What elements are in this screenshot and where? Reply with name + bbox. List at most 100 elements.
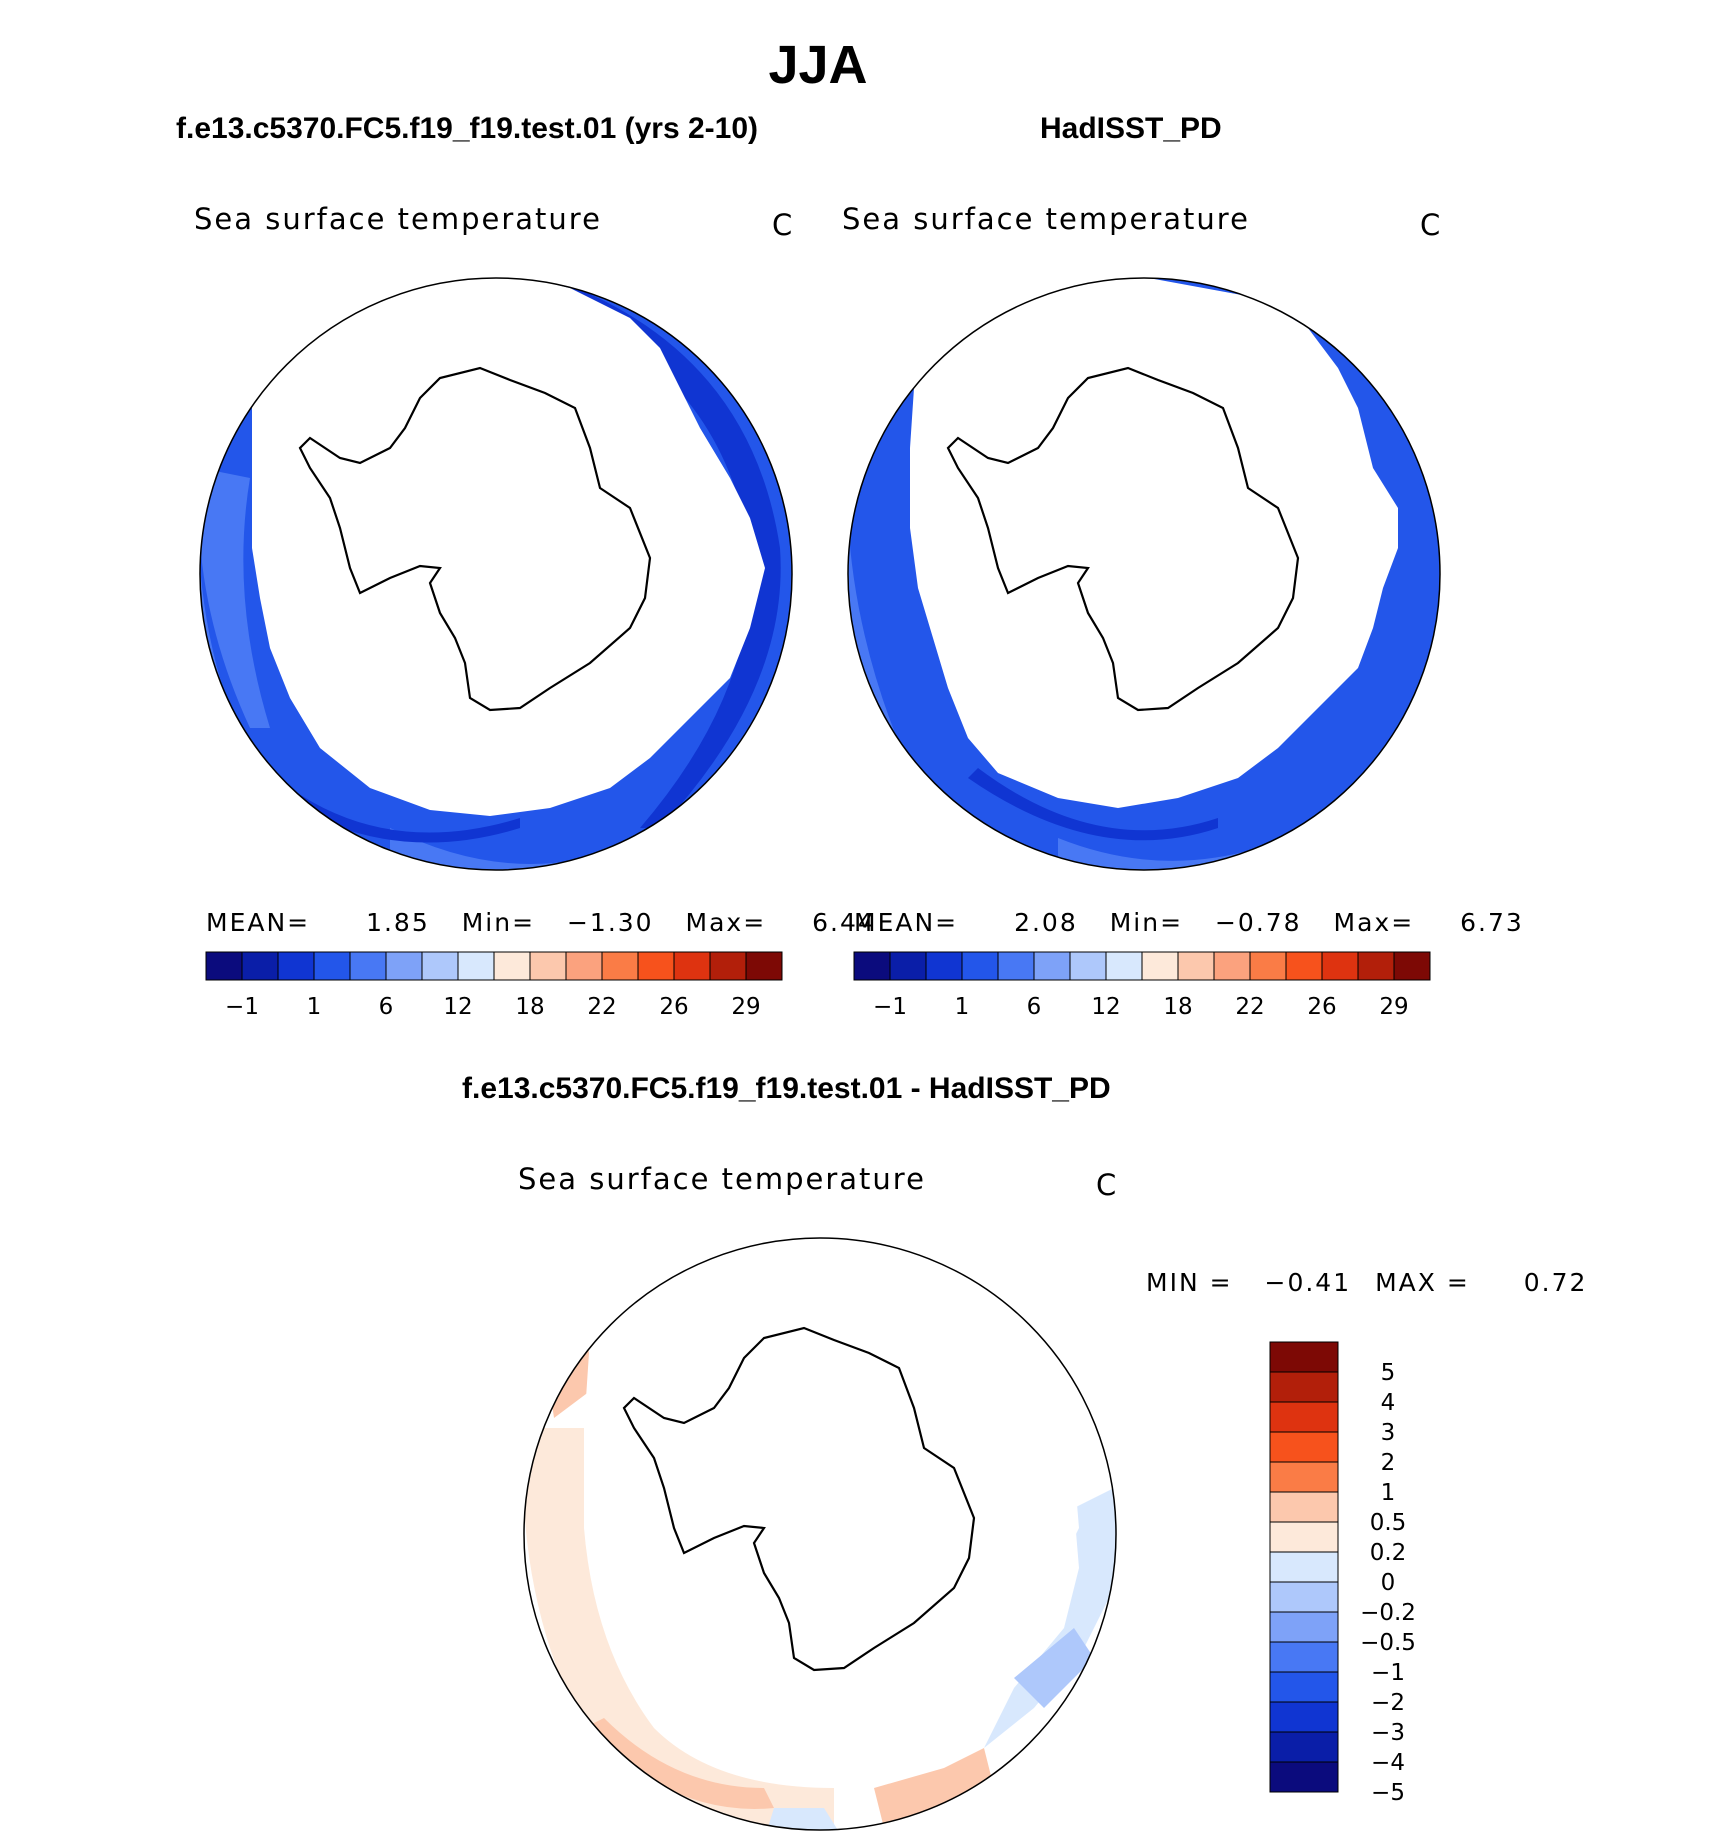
colorbar-swatch [1213,951,1251,981]
colorbar-swatch [925,951,963,981]
colorbar-tick-label: −2 [1371,1690,1405,1716]
colorbar-tick-label: 1 [1381,1480,1396,1506]
colorbar-tick-label: 6 [379,994,394,1020]
colorbar-tick-label: 4 [1381,1390,1396,1416]
colorbar-swatch [1269,1461,1339,1493]
colorbar-tick-label: 1 [307,994,322,1020]
mean-value: 1.85 [366,908,430,937]
sea-ice-mask [252,278,765,816]
ocean-cold-band [280,788,520,843]
colorbar-tick-label: 29 [731,994,760,1020]
colorbar-swatch [1269,1641,1339,1673]
colorbar-swatch [205,951,243,981]
colorbar-tick-label: 22 [1235,994,1264,1020]
colorbar-swatch [493,951,531,981]
map-border [199,277,793,871]
colorbar-swatch [1269,1731,1339,1763]
colorbar-swatch [1285,951,1323,981]
colorbar-tick-label: −1 [225,994,259,1020]
antarctica-coastline [298,366,652,712]
colorbar-tick-label: 2 [1381,1450,1396,1476]
max-value: 6.73 [1460,908,1524,937]
variable-label-obs: Sea surface temperature [842,202,1250,236]
colorbar-swatch [1269,1761,1339,1793]
mean-label: MEAN= [854,908,959,937]
ocean-cold-band [550,278,781,828]
colorbar-swatch [1269,1581,1339,1613]
min-value: −1.30 [566,908,654,937]
min-label: Min= [461,908,536,937]
colorbar-swatch [1105,951,1143,981]
colorbar-swatch [853,951,891,981]
colorbar-tick-label: −4 [1371,1750,1405,1776]
antarctica-coastline [622,1326,976,1672]
colorbar-swatch [1393,951,1431,981]
panel-title-obs: HadISST_PD [1040,112,1222,145]
colorbar-swatch [1141,951,1179,981]
polar-map-model [199,277,793,871]
colorbar-swatch [385,951,423,981]
colorbar-tick-label: 22 [587,994,616,1020]
colorbar-tick-label: 5 [1381,1360,1396,1386]
season-title: JJA [768,35,868,95]
colorbar-swatch [1069,951,1107,981]
colorbar-tick-label: 12 [1091,994,1120,1020]
ocean-cold-band [968,768,1218,841]
colorbar-swatch [961,951,999,981]
colorbar-swatch [1269,1551,1339,1583]
colorbar-swatch [997,951,1035,981]
colorbar-obs: −1 1 6 12 18 22 26 29 [853,951,1431,1020]
max-label: Max= [685,908,767,937]
sea-ice-mask [586,1238,1079,1758]
colorbar-swatch [1269,1371,1339,1403]
stats-model: MEAN= 1.85 Min= −1.30 Max= 6.44 [206,908,876,937]
colorbar-tick-label: 18 [515,994,544,1020]
colorbar-swatch [1269,1701,1339,1733]
polar-map-diff [523,1237,1117,1831]
colorbar-swatch [277,951,315,981]
map-border [523,1237,1117,1831]
colorbar-tick-label: 29 [1379,994,1408,1020]
stats-diff: MIN = −0.41 MAX = 0.72 [1146,1268,1587,1297]
polar-map-obs [847,277,1441,871]
colorbar-swatch [1033,951,1071,981]
diff-negative-region [764,1808,844,1830]
min-value: −0.78 [1214,908,1302,937]
mean-label: MEAN= [206,908,311,937]
colorbar-swatch [1269,1521,1339,1553]
sea-ice-mask [910,278,1398,808]
colorbar-tick-label: −1 [1371,1660,1405,1686]
diff-positive-region [874,1748,994,1828]
colorbar-tick-label: 1 [955,994,970,1020]
diff-negative-region [1014,1628,1094,1708]
colorbar-swatch [1269,1401,1339,1433]
colorbar-tick-label: 6 [1027,994,1042,1020]
colorbar-tick-label: −0.5 [1360,1630,1416,1656]
variable-label-diff: Sea surface temperature [518,1162,926,1196]
units-label-diff: C [1096,1168,1119,1202]
min-label: MIN = [1146,1268,1233,1297]
colorbar-diff: 5 4 3 2 1 0.5 0.2 0 −0.2 −0.5 −1 −2 −3 −4 −5 [1269,1341,1416,1806]
colorbar-swatch [1357,951,1395,981]
max-value: 6.44 [812,908,876,937]
colorbar-tick-label: 0 [1381,1570,1396,1596]
colorbar-swatch [1249,951,1287,981]
colorbar-tick-label: 26 [659,994,688,1020]
colorbar-swatch [709,951,747,981]
max-label: MAX = [1375,1268,1470,1297]
colorbar-swatch [601,951,639,981]
colorbar-swatch [1177,951,1215,981]
min-label: Min= [1109,908,1184,937]
colorbar-swatch [1269,1341,1339,1373]
colorbar-swatch [889,951,927,981]
colorbar-swatch [313,951,351,981]
colorbar-tick-label: 26 [1307,994,1336,1020]
ocean-warm-band [200,468,270,728]
map-border [847,277,1441,871]
colorbar-swatch [637,951,675,981]
colorbar-model: −1 1 6 12 18 22 26 29 [205,951,783,1020]
colorbar-tick-label: 0.5 [1370,1510,1407,1536]
colorbar-tick-label: −1 [873,994,907,1020]
colorbar-tick-label: 3 [1381,1420,1396,1446]
variable-label-model: Sea surface temperature [194,202,602,236]
